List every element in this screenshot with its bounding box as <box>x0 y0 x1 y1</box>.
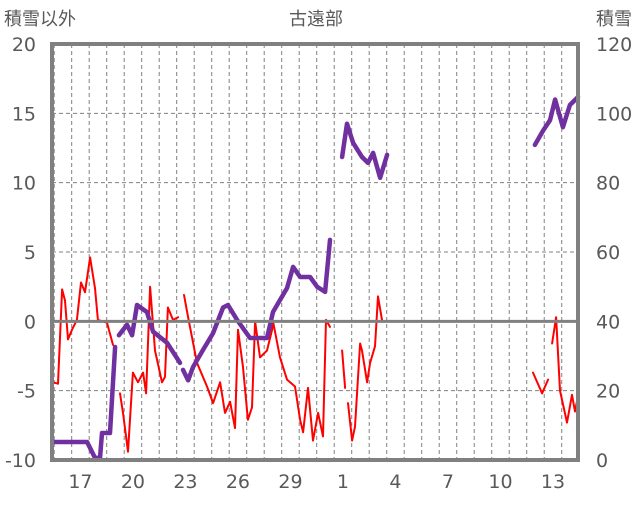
left-tick-label: 5 <box>24 242 36 264</box>
x-tick-label: 26 <box>226 471 250 493</box>
snow-series-line <box>339 121 390 181</box>
x-tick-label: 20 <box>121 471 145 493</box>
plot-frame <box>50 42 580 462</box>
chart-title: 古遠部 <box>289 9 343 30</box>
left-tick-label: 0 <box>24 311 36 333</box>
snow-series-line <box>50 344 118 461</box>
right-tick-label: 0 <box>596 450 608 472</box>
left-tick-label: 15 <box>12 103 36 125</box>
snow-series-line <box>532 94 581 148</box>
x-tick-label: 4 <box>389 471 401 493</box>
x-tick-label: 7 <box>442 471 454 493</box>
tick-labels: 20 15 10 5 0 -5 -10 120 100 80 60 40 20 0 17 20 23 26 29 1 4… <box>5 34 632 493</box>
x-tick-label: 23 <box>173 471 197 493</box>
right-tick-label: 60 <box>596 242 620 264</box>
right-tick-label: 100 <box>596 103 632 125</box>
x-tick-label: 10 <box>488 471 512 493</box>
other-series-line <box>52 256 114 385</box>
right-tick-label: 40 <box>596 311 620 333</box>
right-axis-label: 積雪 <box>596 9 632 30</box>
other-series-line <box>119 285 180 453</box>
right-tick-label: 120 <box>596 34 632 56</box>
x-tick-label: 1 <box>337 471 349 493</box>
other-series-line <box>532 371 550 395</box>
x-tick-label: 29 <box>278 471 302 493</box>
left-tick-label: 20 <box>12 34 36 56</box>
other-series-line <box>551 316 579 424</box>
series-lines <box>50 94 581 461</box>
right-tick-label: 20 <box>596 381 620 403</box>
left-tick-label: -5 <box>17 381 36 403</box>
right-tick-label: 80 <box>596 173 620 195</box>
gridlines <box>52 44 578 460</box>
snow-series-line <box>180 237 333 383</box>
left-axis-label: 積雪以外 <box>4 9 76 30</box>
other-series-line <box>341 349 347 389</box>
left-tick-label: -10 <box>5 450 36 472</box>
snow-series-line <box>116 302 183 366</box>
x-tick-label: 13 <box>541 471 565 493</box>
x-tick-label: 17 <box>68 471 92 493</box>
left-tick-label: 10 <box>12 173 36 195</box>
other-series-line <box>347 295 383 442</box>
other-series-line <box>183 294 331 442</box>
